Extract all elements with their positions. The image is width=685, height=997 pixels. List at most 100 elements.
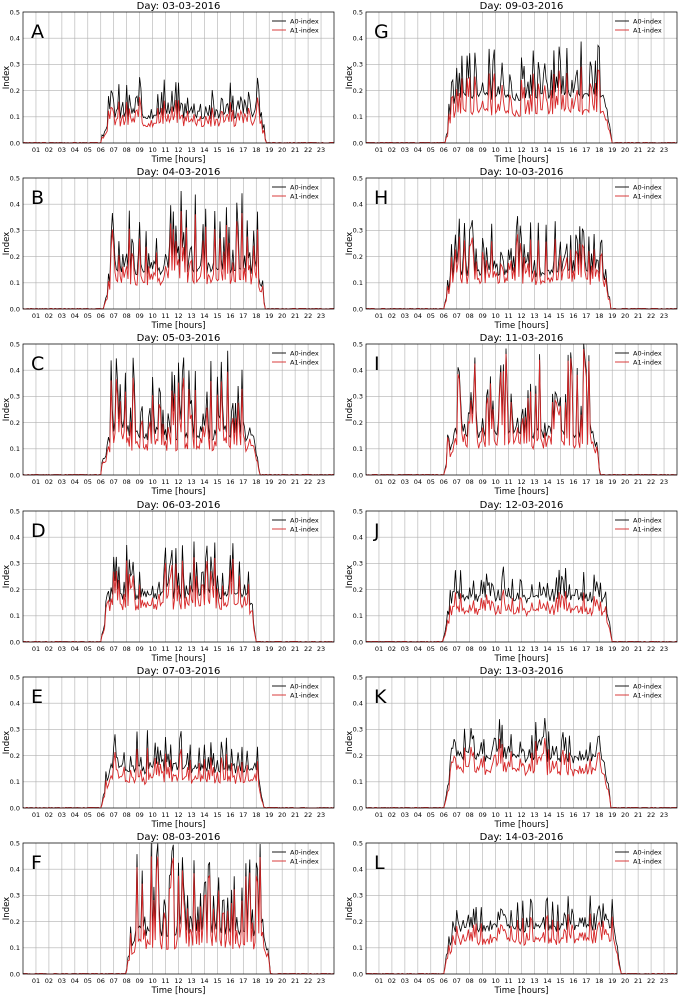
panel-e: 01 02 03 04 05 06 07 08 09 10 11 12 13 14 15 16 17 18 19 20… <box>2 666 335 830</box>
y-axis-label: Index <box>345 731 355 754</box>
x-tick-label: 01 <box>375 478 383 486</box>
x-tick-label: 15 <box>556 312 564 320</box>
x-tick-label: 03 <box>401 811 409 819</box>
x-tick-label: 21 <box>634 312 642 320</box>
y-tick-label: 0.1 <box>10 944 20 952</box>
legend-label: A0-index <box>290 516 319 524</box>
x-tick-label: 13 <box>530 312 538 320</box>
y-tick-label: 0.4 <box>353 367 363 375</box>
x-tick-label: 12 <box>174 977 182 985</box>
x-tick-label: 23 <box>317 645 325 653</box>
x-tick-label: 22 <box>304 811 312 819</box>
x-tick-label: 06 <box>97 146 105 154</box>
x-tick-label: 23 <box>660 645 668 653</box>
y-tick-label: 0.2 <box>10 253 20 261</box>
panel-k: 01 02 03 04 05 06 07 08 09 10 11 12 13 14 15 16 17 18 19 20… <box>345 666 678 830</box>
x-tick-label: 03 <box>58 977 66 985</box>
x-tick-label: 20 <box>278 811 286 819</box>
x-tick-label: 01 <box>375 811 383 819</box>
y-tick-label: 0.2 <box>10 87 20 95</box>
plot-frame <box>365 177 678 310</box>
x-tick-label: 16 <box>226 645 234 653</box>
y-tick-label: 0.4 <box>353 201 363 209</box>
x-tick-label: 12 <box>517 977 525 985</box>
x-tick-label: 09 <box>478 312 486 320</box>
x-tick-label: 05 <box>427 478 435 486</box>
y-tick-label: 0.3 <box>10 227 20 235</box>
x-tick-label: 10 <box>148 146 156 154</box>
panel-f: 01 02 03 04 05 06 07 08 09 10 11 12 13 14 15 16 17 18 19 20… <box>2 832 335 996</box>
x-tick-label: 01 <box>32 645 40 653</box>
y-tick-label: 0.0 <box>353 970 363 978</box>
y-tick-label: 0.3 <box>10 61 20 69</box>
x-axis-label: Time [hours] <box>150 487 205 497</box>
x-tick-label: 17 <box>582 645 590 653</box>
x-tick-label: 10 <box>491 645 499 653</box>
x-tick-label: 07 <box>453 146 461 154</box>
x-tick-label: 04 <box>71 146 79 154</box>
y-tick-label: 0.5 <box>353 174 363 182</box>
x-tick-label: 08 <box>466 977 474 985</box>
chart-title: Day: 07-03-2016 <box>137 666 221 677</box>
chart-title: Day: 09-03-2016 <box>480 1 564 12</box>
x-tick-label: 17 <box>582 312 590 320</box>
x-tick-label: 14 <box>543 312 551 320</box>
panel-b: 01 02 03 04 05 06 07 08 09 10 11 12 13 14 15 16 17 18 19 20… <box>2 167 335 331</box>
x-tick-label: 08 <box>466 478 474 486</box>
x-tick-label: 16 <box>569 478 577 486</box>
plot-frame <box>365 11 678 144</box>
x-tick-label: 03 <box>401 645 409 653</box>
x-tick-label: 15 <box>556 977 564 985</box>
x-tick-label: 12 <box>174 811 182 819</box>
x-tick-label: 06 <box>440 977 448 985</box>
x-tick-label: 21 <box>634 146 642 154</box>
x-tick-label: 14 <box>200 146 208 154</box>
x-axis-label: Time [hours] <box>493 321 548 331</box>
x-tick-label: 06 <box>97 312 105 320</box>
x-tick-label: 14 <box>543 811 551 819</box>
y-tick-label: 0.2 <box>353 419 363 427</box>
x-tick-label: 13 <box>530 146 538 154</box>
x-tick-label: 06 <box>440 811 448 819</box>
x-tick-label: 17 <box>582 478 590 486</box>
x-tick-label: 13 <box>530 478 538 486</box>
x-tick-label: 22 <box>647 146 655 154</box>
legend-label: A1-index <box>290 358 319 366</box>
x-tick-label: 17 <box>582 811 590 819</box>
panel-letter: J <box>373 520 380 542</box>
y-tick-label: 0.0 <box>10 305 20 313</box>
y-axis-label: Index <box>345 232 355 255</box>
y-tick-label: 0.2 <box>10 752 20 760</box>
x-tick-label: 19 <box>608 811 616 819</box>
x-tick-label: 13 <box>187 146 195 154</box>
plot-frame <box>22 177 335 310</box>
chart-title: Day: 06-03-2016 <box>137 500 221 511</box>
y-tick-label: 0.4 <box>353 866 363 874</box>
x-tick-label: 02 <box>388 478 396 486</box>
panel-l: 01 02 03 04 05 06 07 08 09 10 11 12 13 14 15 16 17 18 19 20… <box>345 832 678 996</box>
x-axis-label: Time [hours] <box>493 654 548 664</box>
x-tick-label: 15 <box>556 811 564 819</box>
y-tick-label: 0.1 <box>10 612 20 620</box>
x-tick-label: 02 <box>45 811 53 819</box>
x-tick-label: 10 <box>148 478 156 486</box>
x-tick-label: 16 <box>569 977 577 985</box>
x-tick-label: 05 <box>84 478 92 486</box>
x-tick-label: 14 <box>200 312 208 320</box>
x-tick-label: 20 <box>621 312 629 320</box>
x-tick-label: 01 <box>32 146 40 154</box>
x-tick-label: 11 <box>161 645 169 653</box>
x-tick-label: 03 <box>58 811 66 819</box>
a1-index-line <box>22 371 335 476</box>
y-tick-label: 0.0 <box>353 139 363 147</box>
x-tick-label: 11 <box>161 312 169 320</box>
x-tick-label: 13 <box>187 977 195 985</box>
y-tick-label: 0.2 <box>10 419 20 427</box>
x-tick-label: 18 <box>252 645 260 653</box>
y-tick-label: 0.5 <box>353 340 363 348</box>
x-tick-label: 02 <box>388 811 396 819</box>
legend-label: A0-index <box>633 183 662 191</box>
